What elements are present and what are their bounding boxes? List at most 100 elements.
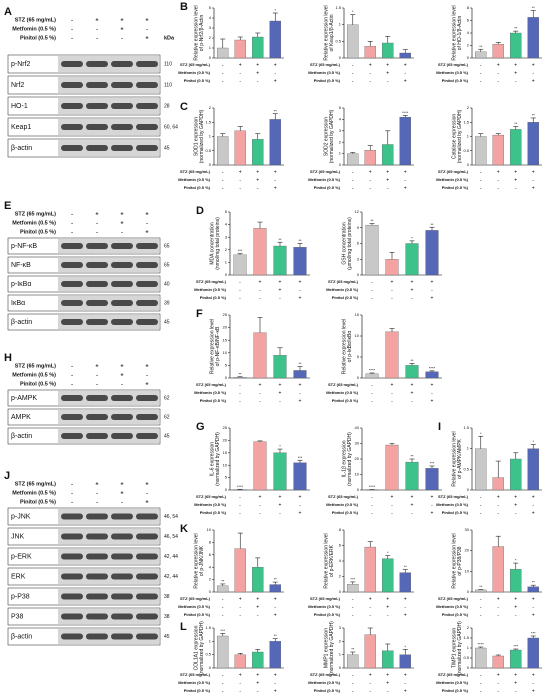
treatment-sign: - — [391, 502, 393, 508]
treatment-sign: - — [96, 35, 98, 41]
significance: ** — [514, 121, 518, 126]
treatment-sign: - — [369, 177, 371, 183]
blot-frame — [7, 627, 161, 646]
significance: * — [404, 644, 406, 649]
bar — [492, 546, 504, 593]
bar — [399, 52, 411, 59]
treatment-sign: + — [145, 35, 148, 41]
treatment-sign: - — [239, 502, 241, 508]
blot-strip — [58, 629, 159, 644]
treatment-sign: + — [532, 672, 535, 678]
panel-label: C — [180, 101, 188, 113]
blot-frame — [7, 507, 161, 526]
bar — [293, 462, 307, 491]
treatment-sign: - — [71, 481, 73, 487]
treatment-sign: + — [120, 481, 123, 487]
treatment-sign: + — [369, 596, 372, 602]
treatment-sign: - — [411, 398, 413, 404]
treatment-sign: + — [532, 62, 535, 68]
treatment-label: STZ (65 mg/mL) — [15, 17, 56, 23]
bar — [381, 650, 394, 669]
treatment-sign: + — [259, 494, 262, 500]
y-tick-label: 15 — [223, 450, 228, 455]
blot-kda: 60, 64 — [164, 124, 178, 130]
treatment-sign: - — [352, 62, 354, 68]
y-axis-label: Relative expression level — [323, 5, 329, 60]
y-tick-label: 20 — [223, 437, 228, 442]
blot-row-label: HO-1 — [11, 103, 28, 110]
treatment-sign: + — [514, 62, 517, 68]
treatment-sign: + — [532, 688, 535, 694]
blot-frame — [7, 313, 161, 331]
treatment-sign: + — [386, 177, 389, 183]
blot-kda: 46, 54 — [164, 534, 178, 540]
treatment-sign: - — [146, 490, 148, 496]
blot-band — [61, 633, 83, 640]
treatment-sign: - — [352, 612, 354, 618]
blot-row-label: β-actin — [11, 433, 32, 440]
treatment-label: Pinitol (0.5 %) — [314, 688, 341, 693]
treatment-sign: + — [497, 494, 500, 500]
bar — [527, 586, 540, 593]
treatment-sign: - — [352, 78, 354, 84]
y-tick-label: 2 — [339, 638, 342, 643]
treatment-sign: - — [352, 70, 354, 76]
treatment-sign: + — [145, 229, 148, 235]
y-tick-label: 1 — [339, 22, 342, 27]
treatment-sign: + — [145, 499, 148, 505]
treatment-sign: + — [497, 169, 500, 175]
treatment-sign: - — [121, 229, 123, 235]
bar — [425, 371, 439, 379]
treatment-sign: - — [239, 279, 241, 285]
treatment-sign: + — [145, 17, 148, 23]
y-tick-label: 4 — [339, 116, 342, 121]
y-tick-label: 25 — [223, 312, 228, 317]
treatment-sign: + — [431, 295, 434, 301]
treatment-sign: - — [480, 502, 482, 508]
significance: **** — [478, 642, 485, 647]
treatment-sign: + — [431, 279, 434, 285]
y-tick-label: 10 — [223, 350, 228, 355]
treatment-label: Metfomin (0.5 %) — [308, 177, 340, 182]
treatment-sign: - — [222, 62, 224, 68]
blot-band — [111, 262, 133, 268]
blot-band — [86, 124, 108, 130]
blot-frame — [7, 547, 161, 566]
treatment-sign: + — [259, 279, 262, 285]
bar — [273, 245, 287, 276]
blot-band — [136, 124, 158, 130]
treatment-sign: + — [299, 494, 302, 500]
treatment-sign: - — [71, 499, 73, 505]
y-axis-label: (nmol/mg total proteins) — [215, 217, 221, 270]
blot-frame — [7, 587, 161, 606]
treatment-sign: - — [391, 510, 393, 516]
treatment-sign: - — [96, 220, 98, 226]
y-tick-label: 2 — [467, 625, 470, 630]
treatment-sign: - — [239, 680, 241, 686]
treatment-label: Metfomin (0.5 %) — [436, 502, 468, 507]
y-tick-label: 2 — [225, 247, 228, 252]
blot-kda: 42, 44 — [164, 554, 178, 560]
treatment-sign: + — [120, 220, 123, 226]
bar — [251, 36, 264, 59]
panel-label: A — [4, 6, 12, 18]
significance: *** — [350, 576, 355, 581]
treatment-sign: - — [279, 398, 281, 404]
significance: **** — [369, 484, 376, 489]
treatment-label: Metfomin (0.5 %) — [178, 70, 210, 75]
y-tick-label: 2 — [209, 577, 212, 582]
treatment-sign: + — [514, 70, 517, 76]
blot-band — [86, 61, 108, 67]
bar — [364, 634, 376, 669]
treatment-sign: - — [222, 604, 224, 610]
bar — [233, 254, 247, 276]
treatment-sign: + — [411, 382, 414, 388]
y-tick-label: 0 — [225, 272, 228, 277]
significance: * — [532, 439, 534, 444]
treatment-sign: + — [404, 596, 407, 602]
bar — [234, 548, 246, 593]
bar — [474, 589, 487, 593]
treatment-label: Metfomin (0.5 %) — [308, 70, 340, 75]
y-tick-label: 20 — [355, 456, 360, 461]
significance: *** — [238, 248, 243, 253]
